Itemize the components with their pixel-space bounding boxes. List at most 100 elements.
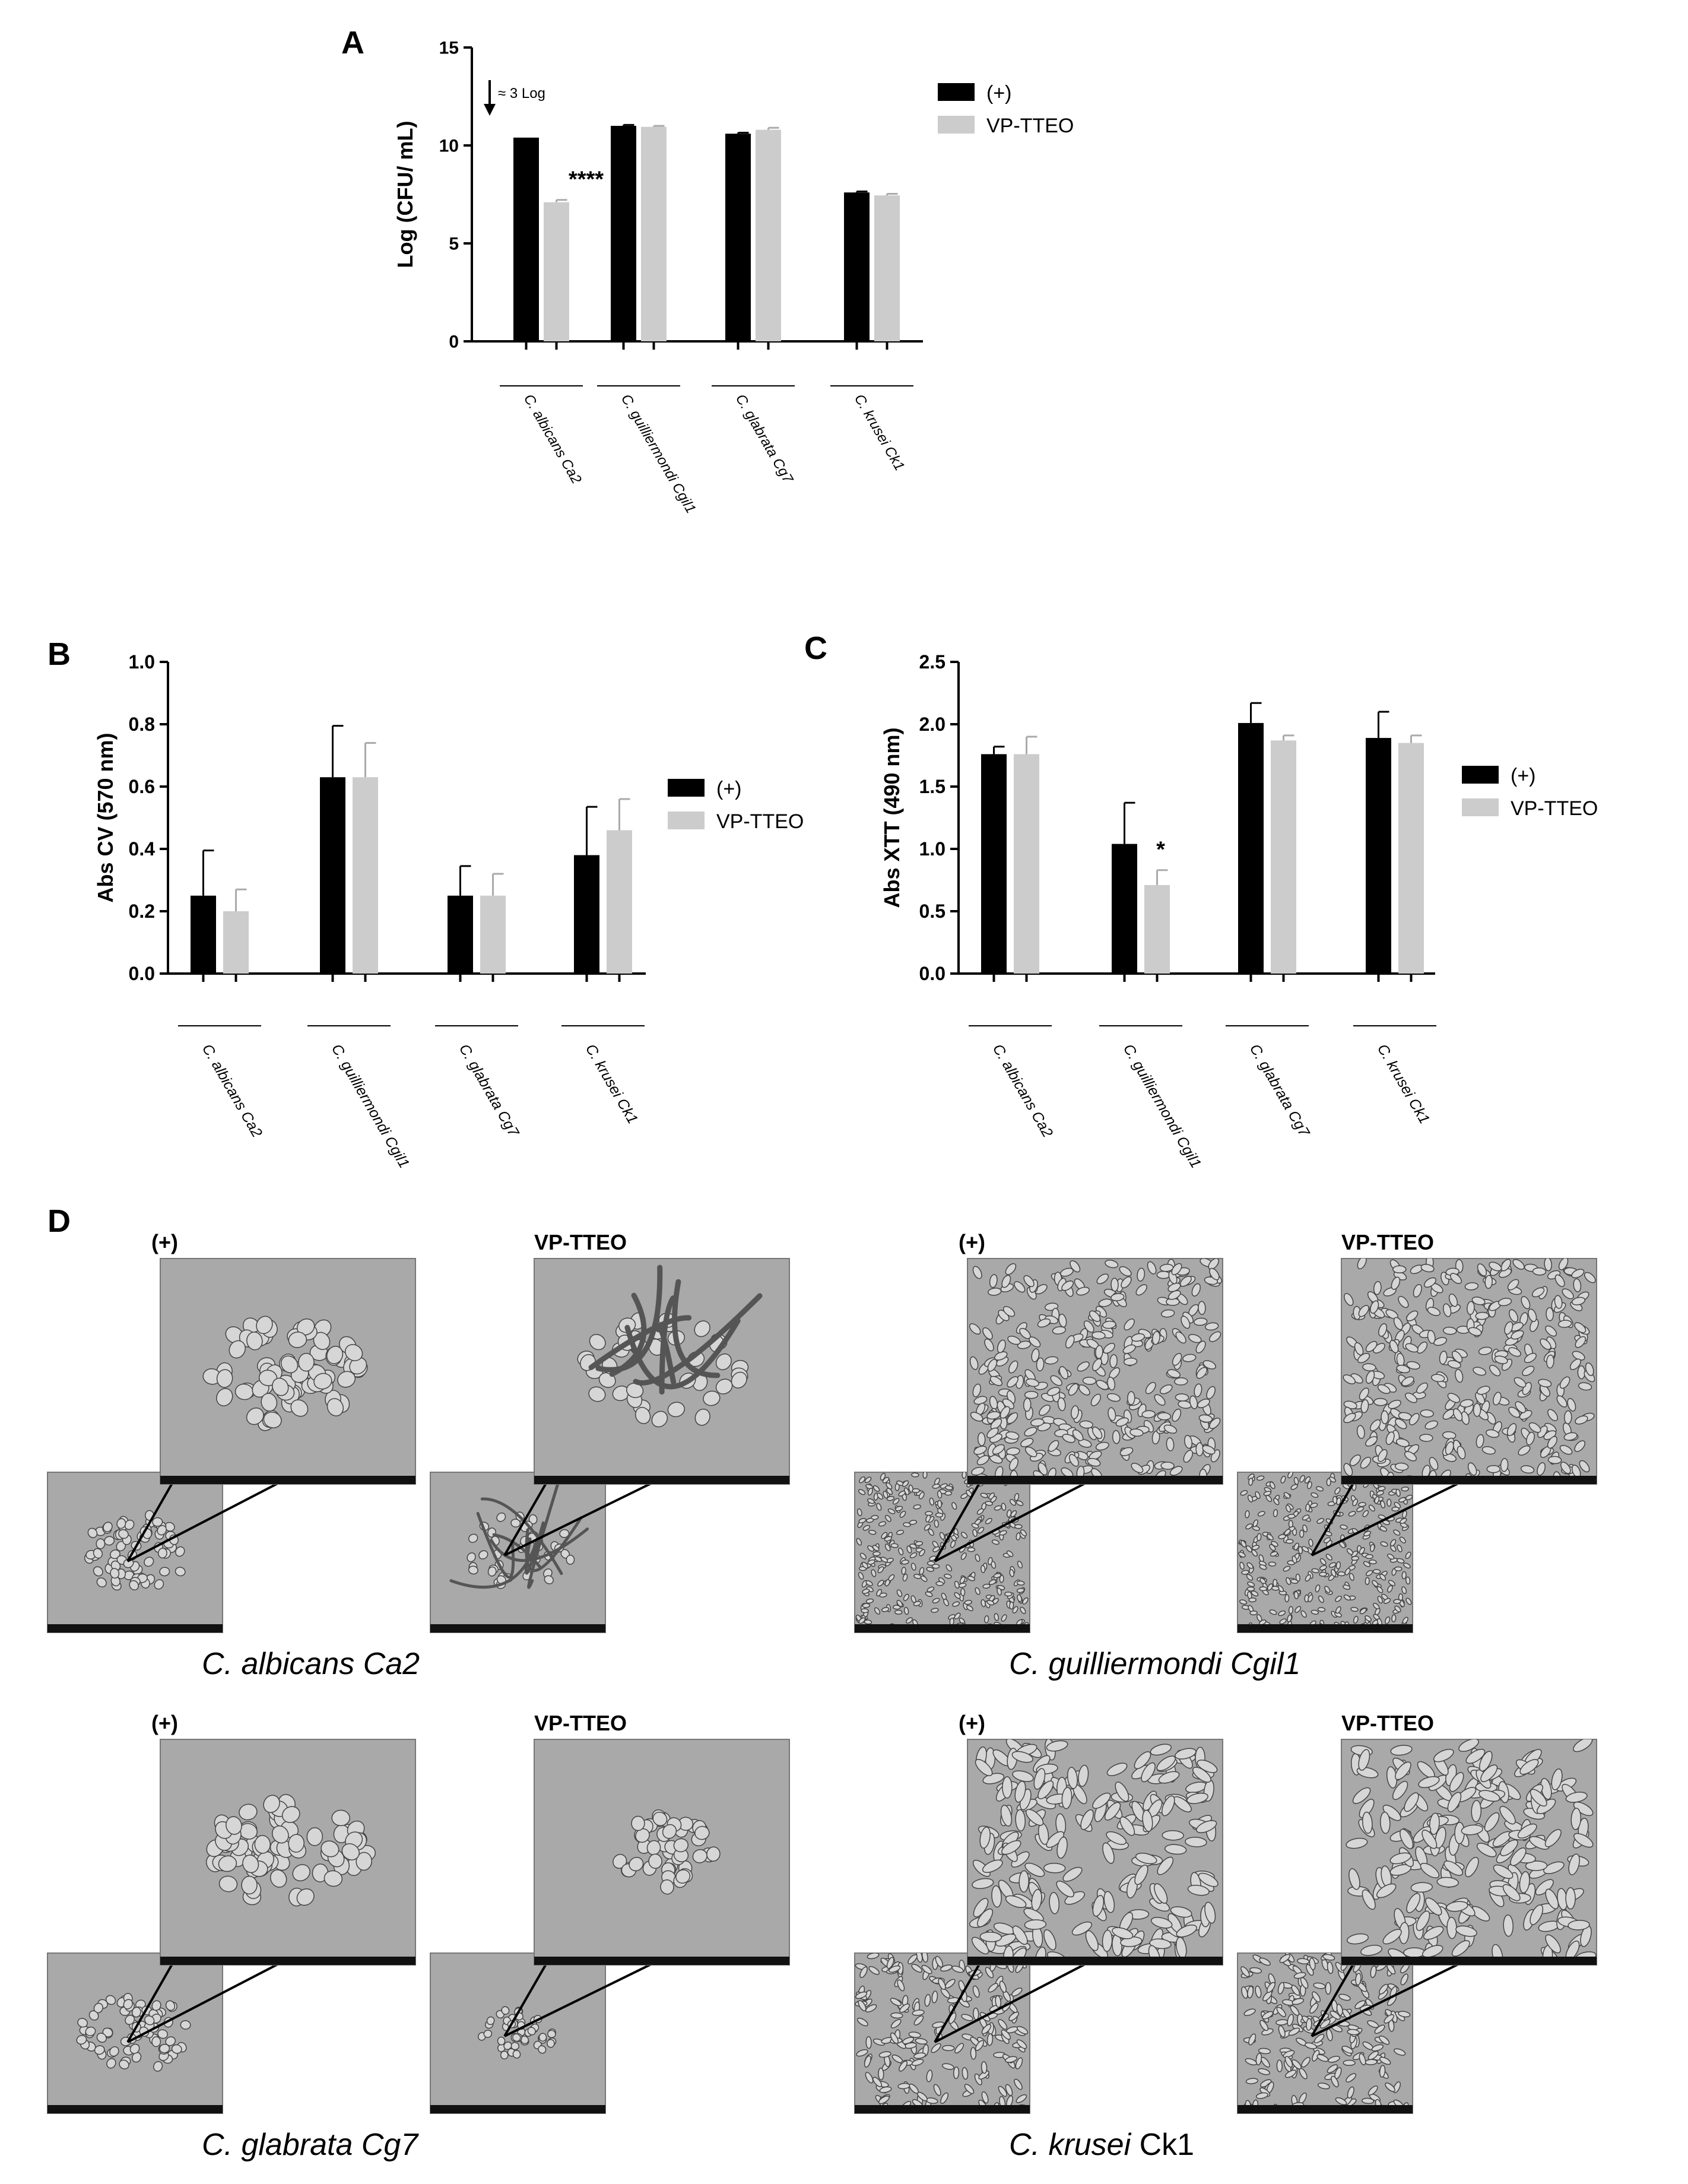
- species-caption: C. guilliermondi Cgil1: [1009, 1647, 1300, 1681]
- sem-cell: [1388, 1580, 1395, 1586]
- bar: [981, 754, 1007, 974]
- sem-cell: [1348, 1511, 1356, 1517]
- sem-cell: [1373, 1281, 1382, 1295]
- sem-cell: [867, 1498, 875, 1504]
- sem-cell: [1096, 1273, 1109, 1285]
- sem-cell: [1357, 1259, 1367, 1270]
- sem-cell: [912, 2009, 925, 2016]
- sem-cell: [1000, 1406, 1010, 1419]
- sem-hypha: [609, 1292, 647, 1377]
- sem-cell: [77, 2018, 88, 2028]
- sem-cell: [1150, 1917, 1173, 1929]
- sem-cell: [527, 2027, 536, 2036]
- panel-letter-b: B: [47, 636, 71, 672]
- sem-hypha: [633, 1293, 763, 1386]
- sem-cell: [1018, 1870, 1029, 1893]
- sem-cell: [894, 1609, 903, 1615]
- sem-cell: [1255, 1491, 1261, 1500]
- species-caption: C. albicans Ca2: [202, 1647, 420, 1681]
- sem-cell: [890, 1998, 902, 2007]
- sem-cell: [1359, 2053, 1366, 2066]
- sem-cell: [906, 1545, 912, 1554]
- sem-cell: [1489, 1365, 1501, 1377]
- sem-cell: [1365, 1554, 1373, 1559]
- sem-cell: [1129, 1428, 1144, 1437]
- y-tick-label: 1.5: [919, 776, 945, 797]
- sem-cell: [144, 1557, 154, 1567]
- sem-cell: [1036, 1357, 1045, 1372]
- sem-cell: [1563, 1432, 1578, 1441]
- sem-cell: [96, 1577, 107, 1587]
- sem-cell: [1052, 1326, 1067, 1335]
- sem-cell: [1103, 1891, 1115, 1913]
- sem-cell: [1276, 2059, 1283, 2072]
- sem-cell: [1526, 1431, 1535, 1446]
- y-tick-label: 10: [439, 137, 459, 156]
- sem-cell: [547, 2030, 556, 2039]
- sem-cell: [1245, 2078, 1259, 2084]
- sem-cell: [159, 2043, 170, 2053]
- sem-cell: [1519, 1759, 1539, 1775]
- sem-cell: [715, 1353, 732, 1371]
- sem-cell: [1031, 1348, 1040, 1362]
- sem-cell: [878, 2068, 884, 2081]
- sem-cell: [105, 1995, 116, 2005]
- sem-cell: [1248, 1478, 1254, 1486]
- sem-cell: [1183, 1450, 1194, 1463]
- sem-cell: [1433, 1748, 1454, 1763]
- sem-cell: [1556, 1395, 1568, 1408]
- sem-cell: [1284, 2056, 1293, 2068]
- sem-cell: [1193, 1317, 1208, 1326]
- sem-cell: [1386, 1498, 1392, 1507]
- sem-cell: [1557, 1320, 1572, 1328]
- sem-cell: [512, 2050, 521, 2059]
- sem-cell: [1447, 1360, 1461, 1369]
- sem-label-treated: VP-TTEO: [534, 1711, 627, 1735]
- sem-cell: [1092, 1895, 1105, 1917]
- sem-cell: [263, 1795, 280, 1814]
- sem-cell: [1089, 1310, 1101, 1322]
- sem-cell: [952, 1601, 960, 1607]
- sem-cell: [867, 1559, 875, 1565]
- sem-cell: [1300, 1610, 1307, 1618]
- sem-cell: [1195, 1442, 1204, 1457]
- sem-cell: [919, 1567, 925, 1576]
- sem-cell: [1202, 1360, 1216, 1370]
- sem-cell: [1311, 1492, 1319, 1498]
- sem-cell: [856, 2049, 868, 2057]
- sem-cell: [988, 1288, 1002, 1296]
- sem-cell: [1248, 2033, 1257, 2046]
- sem-cell: [1373, 1397, 1388, 1406]
- sem-cell: [1311, 1609, 1319, 1615]
- sem-cell: [908, 2031, 921, 2038]
- category-label: C. glabrata Cg7: [456, 1041, 522, 1140]
- sem-cell: [1327, 2064, 1338, 2074]
- sem-cell: [1195, 1340, 1206, 1353]
- sem-cell: [902, 1573, 908, 1581]
- sem-cell: [895, 1505, 903, 1511]
- sem-cell: [1145, 1381, 1156, 1394]
- sem-cell: [1413, 1284, 1422, 1298]
- sem-cell: [868, 1529, 877, 1535]
- bar: [641, 126, 667, 341]
- sem-cell: [1011, 1751, 1033, 1763]
- sem-cell: [1196, 1820, 1217, 1833]
- sem-cell: [1395, 1761, 1411, 1780]
- sem-cell: [1365, 1340, 1378, 1352]
- zoom-line: [1311, 1478, 1357, 1556]
- sem-cell: [1398, 2011, 1411, 2018]
- sem-cell: [1152, 1331, 1160, 1345]
- category-label: C. krusei Ck1: [582, 1041, 641, 1127]
- sem-lowmag-positive: [854, 1952, 1030, 2114]
- sem-cell: [152, 1517, 163, 1527]
- sem-panel: (+) VP-TTEO C. albicans Ca2 (+) VP-TTEO C. gu…: [47, 1230, 1597, 2162]
- sem-cell: [1476, 1434, 1484, 1448]
- sem-cell: [296, 1318, 315, 1336]
- sem-cell: [1204, 1901, 1216, 1924]
- sem-cell: [559, 1529, 570, 1538]
- sem-cell: [1115, 1417, 1129, 1427]
- sem-cell: [1009, 1601, 1014, 1610]
- sem-cell: [125, 2014, 135, 2025]
- sem-cell: [246, 1408, 264, 1425]
- sem-cell: [1530, 1789, 1547, 1807]
